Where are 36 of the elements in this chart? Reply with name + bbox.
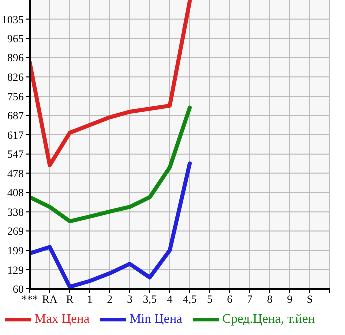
x-tick-label: 6 [227,294,234,306]
x-tick-label: 4 [167,294,174,306]
y-tick-label: 269 [8,226,24,238]
x-tick-label: 4,5 [183,294,198,306]
line-series [30,0,192,168]
legend-label: Max Цена [34,310,90,326]
y-tick-label: 687 [8,110,24,123]
y-tick-label: 896 [8,52,24,65]
y-tick-label: 478 [8,168,24,180]
x-tick-label: 7 [247,294,254,306]
y-tick-label: 129 [8,264,24,277]
legend-label: Сред.Цена, т.йен [222,310,316,326]
x-tick-label: 2 [107,294,113,306]
x-tick-label: 9 [287,294,294,306]
y-tick-label: 965 [8,34,24,46]
x-tick-label: RA [42,294,58,306]
x-tick-label: R [66,294,74,306]
y-tick-label: 338 [8,207,24,220]
line-series [30,106,192,224]
y-tick-label: 199 [8,245,24,258]
y-tick-label: 826 [8,72,24,84]
x-tick-label: 3,5 [143,294,158,306]
x-tick-label: *** [22,294,38,306]
y-tick-label: 60 [13,284,24,296]
x-tick-label: 5 [207,294,214,306]
x-tick-label: 8 [267,294,274,306]
y-tick-label: 547 [8,149,24,162]
y-tick-label: 408 [8,188,24,200]
legend-label: Min Цена [130,310,183,326]
x-tick-label: 3 [127,294,134,306]
x-tick-label: 1 [87,294,93,306]
x-tick-label: S [306,294,314,306]
y-tick-label: 756 [8,91,24,104]
y-tick-label: 1035 [2,14,24,26]
line-series [30,162,192,289]
y-tick-label: 617 [8,130,24,142]
